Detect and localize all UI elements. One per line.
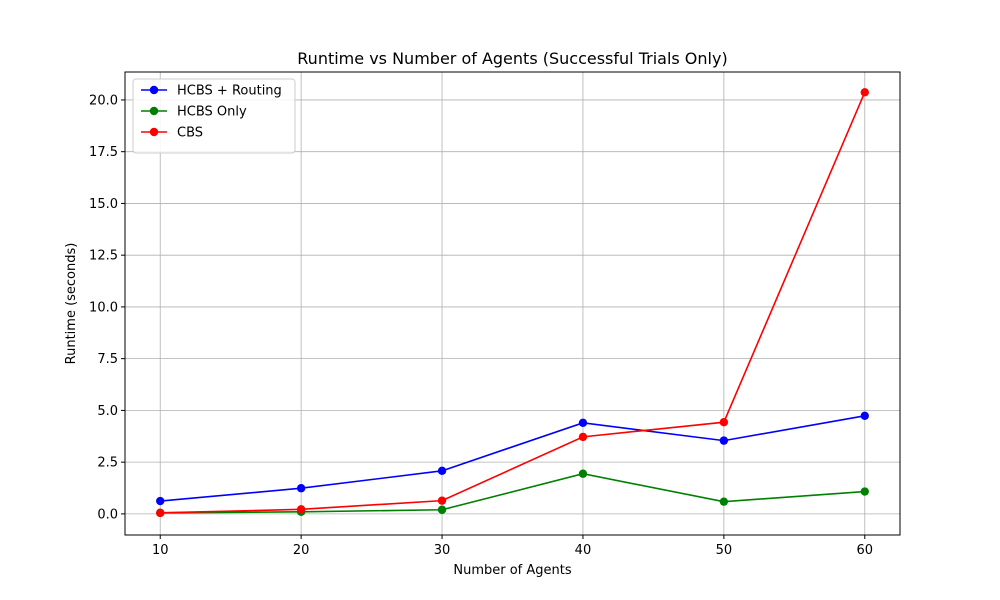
legend-marker	[149, 85, 159, 95]
grid	[125, 72, 900, 535]
data-point-cbs	[156, 508, 165, 518]
series-lines	[156, 88, 869, 518]
data-point-hcbs-routing	[156, 496, 165, 506]
x-tick-label: 60	[856, 543, 873, 558]
series-line-cbs	[160, 91, 866, 514]
x-tick-label: 20	[293, 543, 310, 558]
y-tick-label: 5.0	[97, 404, 118, 419]
y-tick-label: 15.0	[89, 197, 118, 212]
data-point-hcbs-only	[719, 497, 729, 506]
data-point-cbs	[860, 88, 869, 97]
y-tick-label: 17.5	[89, 145, 118, 160]
data-point-hcbs-only	[578, 469, 588, 478]
x-axis-label: Number of Agents	[453, 563, 571, 578]
axes: 10 20 30 40 50 60 0.0 2.5 5.0 7.5 10.0 12.5 15.0 17.5…	[89, 93, 873, 558]
data-point-hcbs-routing	[296, 484, 306, 493]
y-tick-label: 0.0	[97, 507, 118, 522]
y-tick-label: 20.0	[89, 93, 118, 108]
y-tick-label: 7.5	[97, 352, 118, 367]
series-line-hcbs-only	[160, 472, 865, 514]
y-tick-label: 10.0	[89, 300, 118, 315]
data-point-cbs	[296, 505, 306, 514]
x-tick-label: 40	[575, 543, 592, 558]
data-point-cbs	[437, 496, 447, 505]
data-point-hcbs-only	[860, 487, 869, 496]
data-point-hcbs-routing	[437, 466, 447, 476]
data-point-hcbs-routing	[578, 418, 588, 428]
y-axis-label: Runtime (seconds)	[64, 243, 79, 365]
legend-label: CBS	[177, 126, 203, 141]
data-point-cbs	[719, 417, 729, 427]
legend-marker	[149, 127, 159, 137]
legend-box	[132, 78, 296, 154]
data-point-cbs	[578, 432, 588, 442]
y-tick-label: 2.5	[97, 456, 118, 471]
legend: HCBS + Routing HCBS Only CBS	[132, 78, 296, 154]
plot-area-frame	[124, 71, 901, 536]
data-point-hcbs-routing	[719, 436, 729, 445]
y-tick-label: 12.5	[89, 249, 118, 264]
data-point-hcbs-routing	[860, 411, 869, 420]
x-tick-label: 50	[716, 543, 733, 558]
legend-marker	[149, 106, 159, 116]
series-line-hcbs-routing	[160, 414, 865, 502]
x-tick-label: 30	[434, 543, 451, 558]
legend-label: HCBS Only	[177, 105, 247, 120]
data-point-hcbs-only	[437, 505, 447, 514]
chart-title: Runtime vs Number of Agents (Successful …	[297, 49, 727, 68]
legend-label: HCBS + Routing	[177, 84, 282, 99]
x-tick-label: 10	[152, 543, 169, 558]
